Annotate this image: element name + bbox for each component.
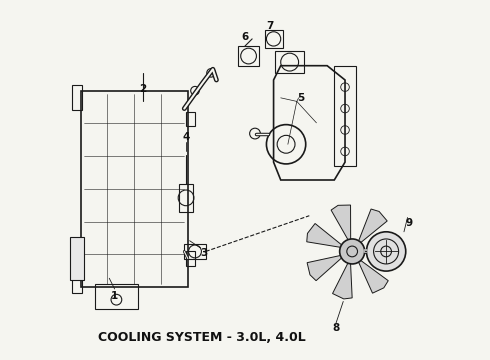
Text: 8: 8 [333, 323, 340, 333]
Text: 3: 3 [200, 248, 208, 258]
Bar [238, 46, 259, 66]
Polygon shape [357, 209, 387, 246]
Bar [72, 267, 82, 293]
Polygon shape [333, 258, 352, 299]
Bar [95, 284, 138, 309]
Text: 1: 1 [111, 291, 118, 301]
Bar [184, 244, 206, 258]
Bar [265, 30, 283, 48]
Polygon shape [307, 255, 345, 281]
Bar [186, 251, 195, 266]
Bar [275, 51, 304, 73]
Circle shape [367, 232, 406, 271]
Polygon shape [359, 239, 400, 260]
Bar [81, 91, 188, 287]
Text: 9: 9 [406, 218, 413, 228]
Bar [72, 85, 82, 111]
Bar [179, 184, 193, 212]
Polygon shape [359, 242, 400, 262]
Bar [186, 112, 195, 126]
Polygon shape [307, 224, 346, 248]
Polygon shape [331, 205, 351, 244]
Text: 6: 6 [242, 32, 248, 42]
Circle shape [340, 239, 365, 264]
Text: 2: 2 [140, 84, 147, 94]
Bar [334, 66, 356, 166]
Text: 5: 5 [297, 93, 304, 103]
Bar [70, 237, 84, 280]
Text: 7: 7 [267, 21, 274, 31]
Text: COOLING SYSTEM - 3.0L, 4.0L: COOLING SYSTEM - 3.0L, 4.0L [98, 331, 306, 344]
Polygon shape [356, 257, 388, 293]
Text: 4: 4 [182, 132, 190, 142]
